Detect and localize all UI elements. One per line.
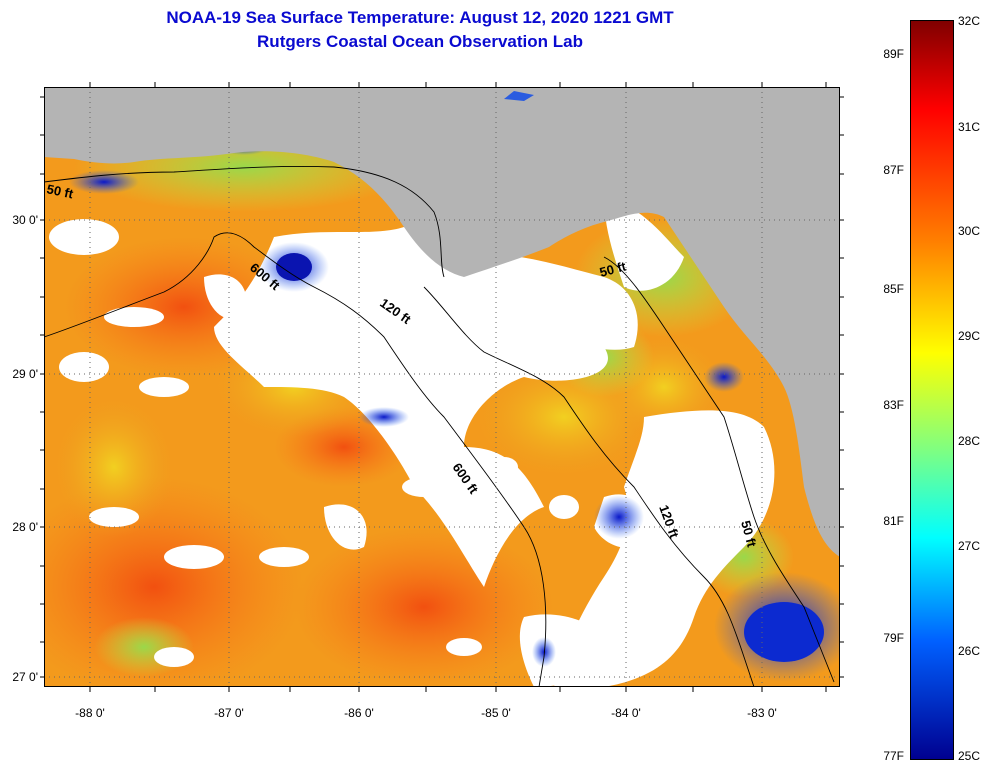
lon-label-84: -84 0' — [611, 706, 641, 720]
colorbar-f-label: 87F — [883, 163, 904, 177]
contour-label-50ft: 50 ft — [738, 519, 760, 549]
colorbar-f-label: 85F — [883, 282, 904, 296]
lon-label-83: -83 0' — [747, 706, 777, 720]
cold-patch — [69, 170, 139, 194]
colorbar-c-label: 30C — [958, 224, 981, 238]
cold-patch — [532, 637, 556, 667]
contour-label-50ft: 50 ft — [598, 258, 628, 280]
lon-label-88: -88 0' — [75, 706, 105, 720]
lat-label-30: 30 0' — [12, 213, 38, 227]
colorbar-c-label: 27C — [958, 539, 981, 553]
colorbar-f-label: 77F — [883, 749, 904, 763]
lon-label-87: -87 0' — [214, 706, 244, 720]
colorbar-c-label: 28C — [958, 434, 981, 448]
colorbar-c-label: 26C — [958, 644, 981, 658]
yellow-patch — [54, 397, 174, 537]
colorbar — [910, 20, 954, 760]
contour-label-50ft: 50 ft — [45, 181, 75, 201]
cold-patch — [359, 407, 409, 427]
map-title: NOAA-19 Sea Surface Temperature: August … — [166, 8, 674, 27]
depth-contours — [44, 166, 835, 687]
map-frame — [44, 87, 840, 687]
graticule — [44, 87, 840, 687]
colorbar-f-label: 81F — [883, 514, 904, 528]
lat-label-27: 27 0' — [12, 670, 38, 684]
cold-patch — [704, 362, 744, 392]
colorbar-c-label: 31C — [958, 120, 981, 134]
colorbar-f-label: 83F — [883, 398, 904, 412]
cold-core — [744, 602, 824, 662]
colorbar-f-label: 89F — [883, 47, 904, 61]
lat-label-29: 29 0' — [12, 367, 38, 381]
land — [44, 87, 840, 557]
cold-patch — [594, 495, 644, 539]
cold-core — [276, 253, 312, 281]
sst-map: 50 ft 600 ft 120 ft 50 ft 600 ft 120 ft … — [44, 87, 840, 687]
inland-water — [504, 91, 534, 101]
colorbar-c-label: 29C — [958, 329, 981, 343]
colorbar-c-label: 25C — [958, 749, 981, 763]
lon-label-86: -86 0' — [344, 706, 374, 720]
lat-label-28: 28 0' — [12, 520, 38, 534]
colorbar-f-label: 79F — [883, 631, 904, 645]
map-subtitle: Rutgers Coastal Ocean Observation Lab — [257, 32, 583, 51]
colorbar-c-label: 32C — [958, 14, 981, 28]
lon-label-85: -85 0' — [481, 706, 511, 720]
